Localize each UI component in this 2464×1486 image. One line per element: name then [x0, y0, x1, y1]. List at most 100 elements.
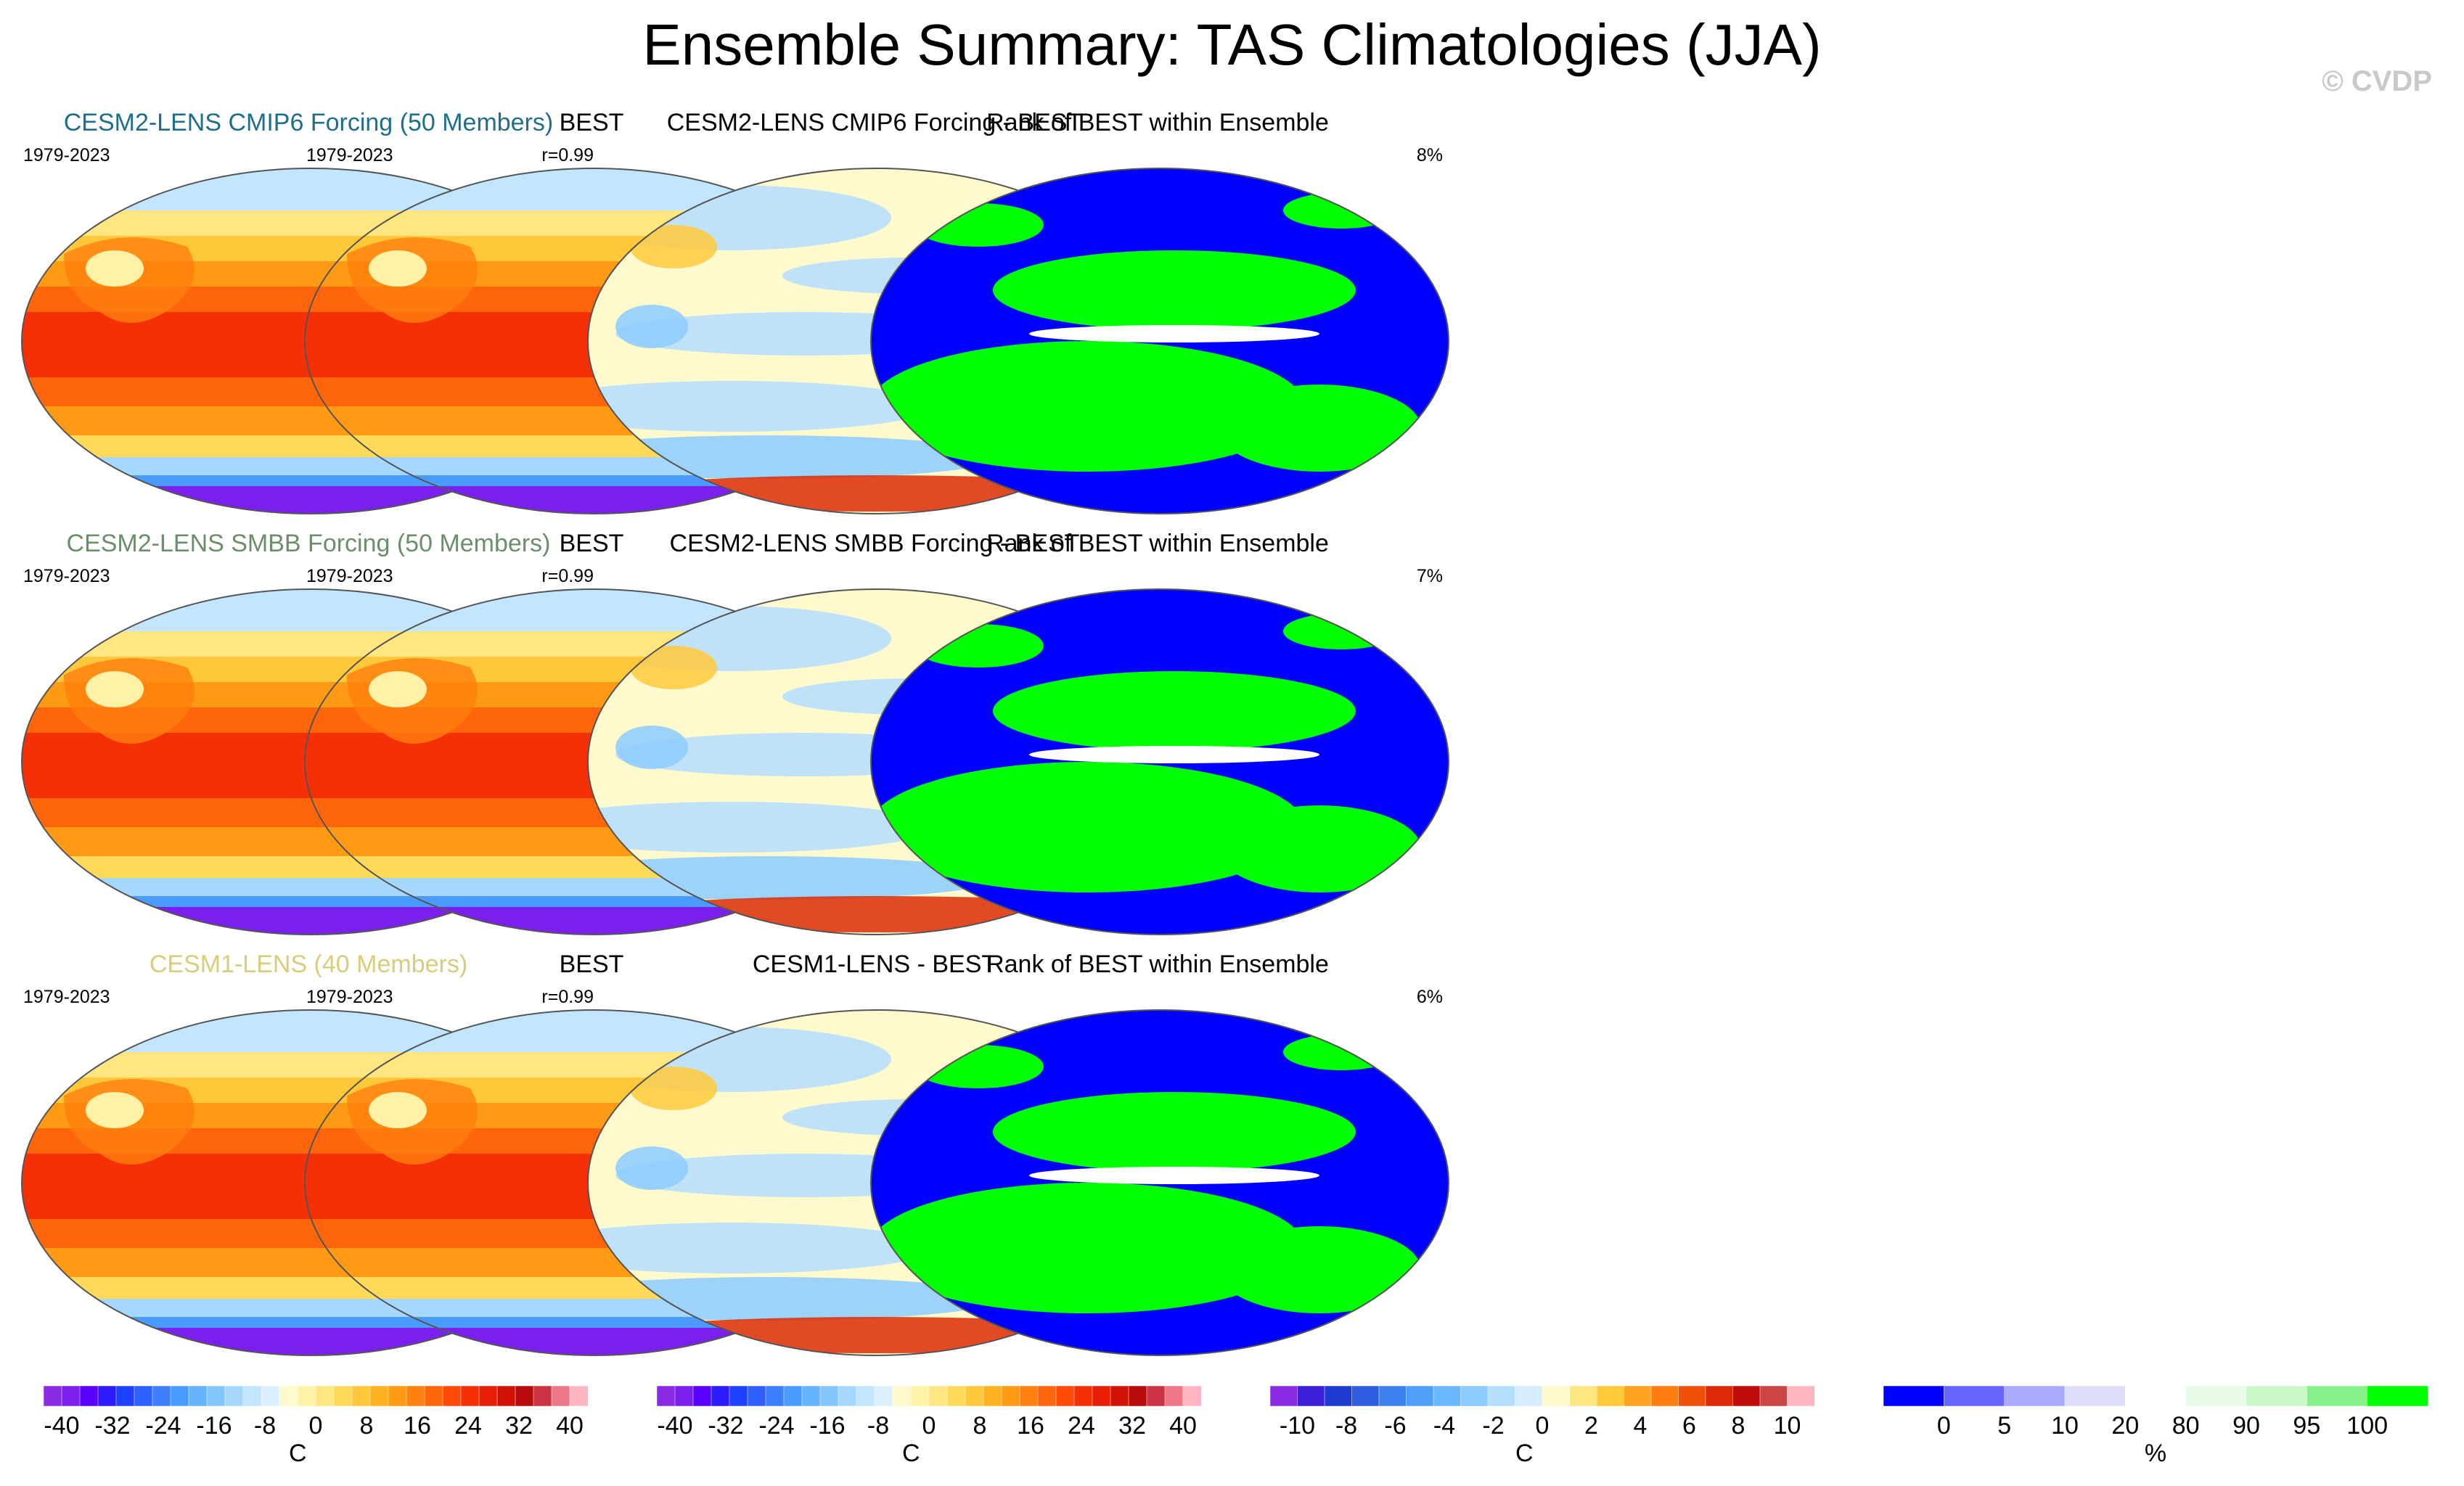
- colorbar-swatch: [206, 1386, 226, 1406]
- colorbar-tick-label: 100: [2346, 1412, 2389, 1440]
- colorbar-swatch: [170, 1386, 189, 1406]
- colorbar-tick-label: -2: [1482, 1412, 1505, 1440]
- colorbar-swatch: [1324, 1386, 1353, 1406]
- colorbar-tick-label: 16: [1017, 1412, 1044, 1440]
- colorbar-tick-label: 40: [1169, 1412, 1197, 1440]
- colorbar-swatch: [910, 1386, 930, 1406]
- colorbar-tick-label: 10: [1773, 1412, 1801, 1440]
- rank-map: [870, 1009, 1449, 1356]
- panel-title: BEST: [559, 951, 624, 978]
- colorbar-swatch: [551, 1386, 570, 1406]
- colorbar-swatch: [2064, 1386, 2127, 1406]
- panel-period: 1979-2023: [306, 145, 393, 165]
- map-panel: Rank of BEST within Ensemble 6%: [856, 951, 1459, 1357]
- colorbar-tick-label: -4: [1433, 1412, 1456, 1440]
- colorbar-tick-label: -24: [758, 1412, 795, 1440]
- colorbar-swatch: [79, 1386, 99, 1406]
- colorbar-swatch: [1569, 1386, 1597, 1406]
- colorbar-tick-label: 0: [308, 1412, 323, 1440]
- watermark: © CVDP: [2322, 65, 2432, 97]
- colorbar-swatch: [61, 1386, 81, 1406]
- colorbar-swatch: [2307, 1386, 2368, 1406]
- colorbar-swatch: [515, 1386, 534, 1406]
- colorbar-swatch: [279, 1386, 298, 1406]
- colorbar-swatch: [1705, 1386, 1734, 1406]
- colorbar-swatch: [2367, 1386, 2428, 1406]
- colorbar-tick-label: 24: [1068, 1412, 1095, 1440]
- colorbar-tick-label: 6: [1682, 1412, 1696, 1440]
- colorbar-tick-label: -8: [867, 1412, 890, 1440]
- panel-stat: r=0.99: [541, 987, 594, 1007]
- colorbar-tick-label: 2: [1584, 1412, 1598, 1440]
- colorbar-swatch: [1787, 1386, 1814, 1406]
- colorbar-swatch: [729, 1386, 748, 1406]
- colorbar-swatch: [1164, 1386, 1184, 1406]
- colorbar-tick-label: -24: [145, 1412, 181, 1440]
- colorbar-swatch: [1128, 1386, 1147, 1406]
- colorbar-swatch: [674, 1386, 694, 1406]
- colorbar-swatch: [965, 1386, 984, 1406]
- panel-period: 1979-2023: [23, 145, 110, 165]
- colorbar-tick-label: -16: [809, 1412, 846, 1440]
- colorbar-swatch: [1678, 1386, 1706, 1406]
- colorbar-tick-label: 4: [1633, 1412, 1648, 1440]
- colorbar-tick-label: 0: [1936, 1412, 1951, 1440]
- colorbar-tick-label: 8: [359, 1412, 374, 1440]
- colorbar-swatch: [819, 1386, 839, 1406]
- colorbar-tick-label: -40: [44, 1412, 80, 1440]
- clim-colorbar: -40 -32 -24 -16 -8 0 8 16 24 32 40 C: [44, 1386, 588, 1473]
- map-panel: Rank of BEST within Ensemble 7%: [856, 530, 1459, 936]
- colorbar-swatch: [946, 1386, 966, 1406]
- panel-period: 1979-2023: [306, 566, 393, 586]
- colorbar-swatch: [1596, 1386, 1625, 1406]
- colorbar-tick-label: 16: [404, 1412, 431, 1440]
- figure-title: Ensemble Summary: TAS Climatologies (JJA…: [642, 12, 1822, 77]
- colorbar-tick-label: 80: [2172, 1412, 2200, 1440]
- colorbar-swatch: [2004, 1386, 2066, 1406]
- colorbar-swatch: [44, 1386, 62, 1406]
- colorbar-swatch: [838, 1386, 857, 1406]
- colorbar-swatch: [1624, 1386, 1652, 1406]
- colorbar-swatch: [424, 1386, 443, 1406]
- panel-title: BEST: [559, 109, 624, 136]
- colorbar-tick-label: -6: [1384, 1412, 1407, 1440]
- colorbar-swatch: [783, 1386, 803, 1406]
- panel-title: Rank of BEST within Ensemble: [986, 951, 1329, 978]
- rank-colorbar: 0 5 10 20 80 90 95 100%: [1883, 1386, 2428, 1473]
- colorbar-swatch: [801, 1386, 821, 1406]
- colorbar-swatch: [1542, 1386, 1571, 1406]
- panel-title: CESM2-LENS CMIP6 Forcing - BEST: [666, 109, 1083, 136]
- panel-title: CESM2-LENS CMIP6 Forcing (50 Members): [63, 109, 554, 136]
- colorbar-swatch: [747, 1386, 766, 1406]
- colorbar-swatch: [115, 1386, 135, 1406]
- panel-stat: r=0.99: [541, 566, 594, 586]
- colorbar-swatch: [1110, 1386, 1129, 1406]
- colorbar-swatch: [152, 1386, 171, 1406]
- colorbar-swatch: [351, 1386, 371, 1406]
- colorbar-swatch: [297, 1386, 316, 1406]
- colorbar-swatch: [1019, 1386, 1039, 1406]
- colorbar-swatch: [1883, 1386, 1945, 1406]
- panel-title: CESM1-LENS (40 Members): [149, 951, 468, 978]
- colorbar-swatch: [333, 1386, 353, 1406]
- colorbar-unit: C: [901, 1440, 920, 1467]
- colorbar-tick-label: 10: [2051, 1412, 2079, 1440]
- panel-stat: 8%: [1416, 145, 1443, 165]
- colorbar-swatch: [711, 1386, 730, 1406]
- colorbar-swatch: [369, 1386, 389, 1406]
- colorbar-swatch: [496, 1386, 516, 1406]
- colorbar-swatch: [928, 1386, 948, 1406]
- panel-stat: 6%: [1416, 987, 1443, 1007]
- colorbar-tick-label: -16: [196, 1412, 232, 1440]
- colorbar-swatch: [856, 1386, 875, 1406]
- colorbar-unit: C: [1515, 1440, 1534, 1467]
- colorbar-swatch: [1297, 1386, 1325, 1406]
- colorbar-swatch: [388, 1386, 407, 1406]
- colorbar-swatch: [1182, 1386, 1201, 1406]
- colorbar-swatch: [1092, 1386, 1111, 1406]
- colorbar-unit: %: [2144, 1440, 2167, 1467]
- colorbar-swatch: [1055, 1386, 1075, 1406]
- colorbar-swatch: [1487, 1386, 1516, 1406]
- colorbar-swatch: [1378, 1386, 1407, 1406]
- colorbar-swatch: [188, 1386, 208, 1406]
